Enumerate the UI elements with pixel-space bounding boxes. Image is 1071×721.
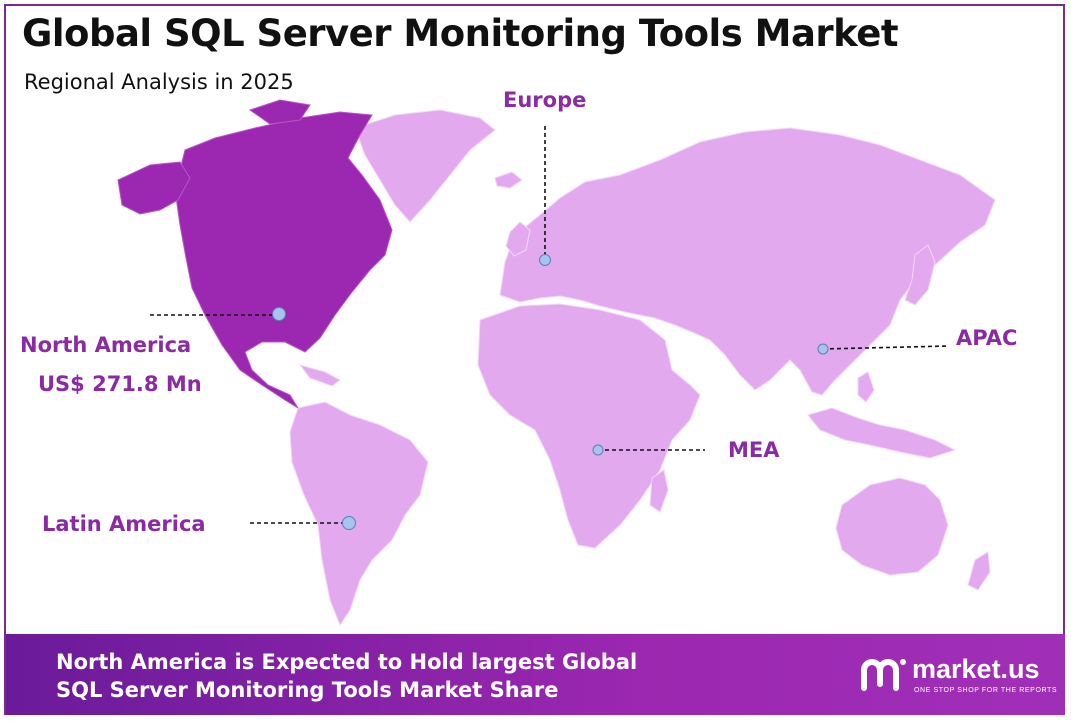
europe-marker <box>539 254 551 266</box>
alaska-shape <box>117 161 191 215</box>
page-title: Global SQL Server Monitoring Tools Marke… <box>22 12 899 55</box>
madagascar-shape <box>649 469 669 513</box>
mea-marker <box>592 444 604 456</box>
latin-america-label: Latin America <box>42 512 206 536</box>
africa-shape <box>477 303 701 549</box>
brand-logo: market.us ONE STOP SHOP FOR THE REPORTS <box>858 654 1058 704</box>
apac-marker <box>817 343 829 355</box>
mea-label: MEA <box>728 438 780 462</box>
latin-america-shape <box>289 401 429 627</box>
brand-tagline: ONE STOP SHOP FOR THE REPORTS <box>914 687 1058 694</box>
greenland-shape <box>354 109 496 223</box>
europe-label: Europe <box>503 88 587 112</box>
caribbean-shape <box>298 364 341 387</box>
footer-line-1: North America is Expected to Hold larges… <box>56 650 638 674</box>
apac-label: APAC <box>956 326 1018 350</box>
market-us-logo-icon <box>861 659 906 691</box>
australia-shape <box>835 477 949 576</box>
arctic-islands-shape <box>248 99 311 125</box>
north-america-label: North America <box>20 333 192 357</box>
philippines-shape <box>857 371 875 403</box>
brand-name: market.us <box>912 654 1040 684</box>
footer-text: North America is Expected to Hold larges… <box>56 648 637 704</box>
british-isles-shape <box>505 221 531 257</box>
latin-america-marker <box>342 516 356 530</box>
new-zealand-shape <box>967 551 991 591</box>
north-america-shape <box>174 111 393 409</box>
north-america-marker <box>272 307 286 321</box>
page-subtitle: Regional Analysis in 2025 <box>24 70 294 94</box>
iceland-shape <box>494 171 523 189</box>
japan-shape <box>904 244 936 306</box>
footer-line-2: SQL Server Monitoring Tools Market Share <box>56 678 559 702</box>
eurasia-shape <box>499 127 996 396</box>
north-america-value: US$ 271.8 Mn <box>38 372 202 396</box>
southeast-asia-islands-shape <box>807 407 957 459</box>
footer-banner: North America is Expected to Hold larges… <box>6 634 1065 715</box>
